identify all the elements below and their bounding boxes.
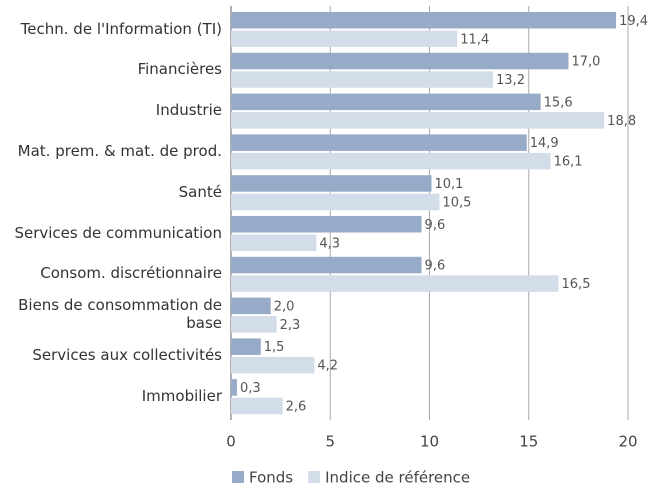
bar: [231, 71, 494, 88]
value-label: 11,4: [460, 32, 489, 47]
category-label: Immobilier: [141, 386, 222, 405]
value-label: 10,1: [434, 177, 463, 192]
bar: [231, 93, 541, 111]
bar: [231, 256, 422, 274]
bar: [231, 216, 422, 233]
x-tick-label: 10: [420, 433, 439, 451]
category-label: Santé: [178, 182, 222, 201]
x-tick-label: 15: [519, 433, 538, 451]
value-label: 19,4: [619, 14, 648, 29]
category-label: Mat. prem. & mat. de prod.: [17, 141, 222, 160]
bar: [231, 297, 271, 315]
category-label: Services de communication: [14, 223, 222, 242]
category-label: Financières: [137, 60, 222, 79]
bar: [231, 30, 458, 47]
value-label: 4,3: [319, 236, 340, 251]
legend-swatch: [232, 471, 244, 483]
bar: [231, 193, 440, 211]
value-label: 2,3: [280, 318, 301, 333]
value-label: 9,6: [425, 259, 446, 274]
legend-label: Fonds: [249, 469, 293, 487]
bar: [231, 356, 315, 374]
bar: [231, 134, 527, 151]
value-label: 13,2: [496, 73, 525, 88]
value-label: 10,5: [442, 195, 471, 210]
value-label: 1,5: [264, 340, 285, 355]
bar: [231, 397, 283, 415]
x-tick-label: 0: [226, 433, 236, 451]
legend-swatch: [308, 471, 321, 483]
value-label: 15,6: [544, 95, 573, 110]
category-label: Services aux collectivités: [32, 345, 222, 364]
value-label: 14,9: [530, 136, 559, 151]
value-label: 2,6: [286, 399, 307, 414]
bar: [231, 234, 317, 251]
value-label: 9,6: [425, 218, 446, 233]
category-label: Biens de consommation de base: [18, 296, 222, 333]
value-label: 16,1: [554, 155, 583, 170]
bar: [231, 316, 277, 333]
x-tick-label: 20: [618, 433, 637, 451]
value-label: 2,0: [274, 299, 295, 314]
category-label: Consom. discrétionnaire: [40, 264, 222, 283]
category-label: Industrie: [155, 101, 222, 120]
x-tick-label: 5: [325, 433, 335, 451]
value-label: 17,0: [571, 55, 600, 70]
value-label: 4,2: [317, 359, 338, 374]
value-label: 18,8: [607, 114, 636, 129]
bar: [231, 175, 432, 192]
category-label: Techn. de l'Information (TI): [20, 19, 222, 38]
bar: [231, 338, 261, 355]
bar: [231, 152, 551, 170]
bar: [231, 275, 559, 292]
value-label: 0,3: [240, 381, 261, 396]
legend-label: Indice de référence: [325, 469, 470, 487]
value-label: 16,5: [562, 277, 591, 292]
bar: [231, 52, 569, 70]
bar: [231, 379, 237, 396]
bar: [231, 112, 605, 129]
bar: [231, 12, 617, 29]
